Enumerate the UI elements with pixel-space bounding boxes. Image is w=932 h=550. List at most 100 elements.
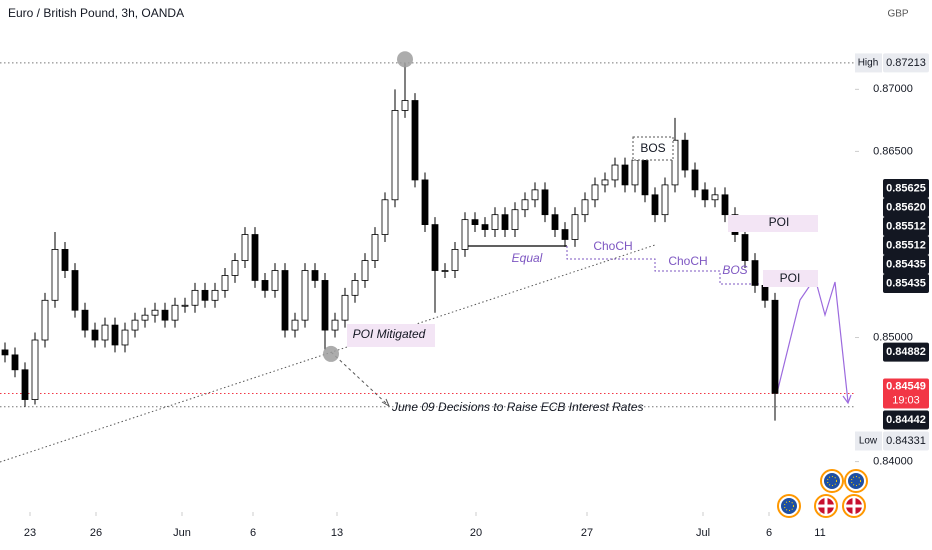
- x-tick-label: 26: [90, 527, 102, 539]
- candle-body: [511, 209, 519, 230]
- flag-stars: [851, 476, 861, 486]
- price-badge-label: 0.84442: [886, 414, 926, 426]
- x-tick-label: 11: [814, 527, 825, 539]
- event-arrow: [381, 398, 391, 408]
- candle-body: [591, 184, 599, 201]
- y-tick-label: 0.87000: [873, 83, 913, 95]
- candle-body: [191, 289, 199, 306]
- candle-body: [111, 324, 119, 346]
- candle-body: [251, 234, 259, 281]
- projection-arrow: [842, 394, 852, 405]
- candle-body: [551, 214, 559, 230]
- event-icon-ring[interactable]: [842, 494, 866, 518]
- candle-body: [391, 110, 399, 201]
- candle-body: [571, 214, 579, 240]
- event-icon: [824, 473, 840, 489]
- candle-body: [291, 319, 299, 331]
- candle-body: [371, 234, 379, 261]
- candle-body: [611, 164, 619, 181]
- pivot-marker: [323, 345, 339, 362]
- price-badge-label: 0.85435: [886, 277, 926, 289]
- candle-body: [691, 169, 699, 191]
- choch-steps: [566, 246, 760, 285]
- chart-title: Euro / British Pound, 3h, OANDA: [8, 6, 184, 20]
- candle-body: [121, 329, 129, 346]
- x-tick-label: Jun: [173, 527, 191, 539]
- candle-body: [581, 199, 589, 216]
- candle-body: [261, 280, 269, 291]
- candle-body: [131, 319, 139, 331]
- candle-body: [491, 214, 499, 230]
- candle-body: [171, 304, 179, 321]
- candle-body: [51, 249, 59, 301]
- candle-body: [221, 275, 229, 291]
- annotation: BOS: [722, 263, 747, 277]
- price-tag-box: [855, 431, 882, 451]
- candle-body: [501, 214, 509, 230]
- candle-body: [91, 329, 99, 341]
- price-badge-label: 0.85512: [886, 239, 926, 251]
- event-icon-ring[interactable]: [814, 494, 838, 518]
- candle-body: [101, 324, 109, 341]
- price-badge-label: 0.87213: [886, 57, 926, 69]
- candle-body: [751, 260, 759, 286]
- event-icon: [848, 473, 864, 489]
- flag-stars: [827, 476, 837, 486]
- annotation: POI: [769, 215, 790, 229]
- candle-body: [721, 194, 729, 216]
- x-tick-label: 6: [250, 527, 256, 539]
- candle-body: [151, 309, 159, 316]
- candle-body: [671, 139, 679, 186]
- price-badge: [883, 410, 929, 430]
- candle-body: [561, 229, 569, 240]
- price-badge-label: 0.85620: [886, 201, 926, 213]
- candle-body: [651, 194, 659, 216]
- x-tick-label: 6: [766, 527, 772, 539]
- event-icon-ring[interactable]: [777, 494, 801, 518]
- annotation: ChoCH: [668, 254, 707, 268]
- event-icon-ring[interactable]: [844, 469, 868, 493]
- candle-body: [321, 280, 329, 331]
- candle-body: [461, 219, 469, 250]
- candle-body: [341, 294, 349, 321]
- candle-body: [471, 219, 479, 225]
- candle-body: [211, 289, 219, 301]
- x-tick-label: 23: [24, 527, 36, 539]
- candle-body: [401, 100, 409, 111]
- candle-body: [531, 189, 539, 201]
- annotation: POI Mitigated: [353, 327, 426, 341]
- projection-path: [776, 276, 849, 403]
- candle-body: [381, 199, 389, 235]
- annotation: Equal: [512, 251, 543, 265]
- x-tick-label: 27: [581, 527, 593, 539]
- price-tag: High: [858, 58, 879, 69]
- candle-body: [141, 314, 149, 321]
- price-badge-label: 0.85625: [886, 182, 926, 194]
- candle-body: [71, 270, 79, 311]
- candle-body: [601, 179, 609, 186]
- candle-body: [351, 280, 359, 296]
- candle-body: [431, 224, 439, 271]
- price-badge: [883, 53, 929, 73]
- candle-body: [311, 270, 319, 281]
- candle-body: [521, 199, 529, 211]
- annotation: June 09 Decisions to Raise ECB Interest …: [391, 400, 643, 414]
- candle-body: [631, 159, 639, 186]
- candle-body: [241, 234, 249, 261]
- x-tick-label: Jul: [696, 527, 710, 539]
- candle-body: [771, 299, 779, 394]
- annotation-box: [347, 324, 435, 347]
- candle-body: [161, 309, 169, 321]
- candle-body: [1, 349, 9, 356]
- price-badge: [883, 274, 929, 294]
- candle-body: [761, 285, 769, 301]
- candle-body: [11, 354, 19, 371]
- candle-body: [31, 339, 39, 400]
- event-icon-ring[interactable]: [820, 469, 844, 493]
- candle-body: [41, 299, 49, 341]
- price-badge-label: 0.85512: [886, 220, 926, 232]
- candle-body: [681, 139, 689, 171]
- price-badge-time: 19:03: [892, 394, 920, 406]
- candle-body: [441, 270, 449, 272]
